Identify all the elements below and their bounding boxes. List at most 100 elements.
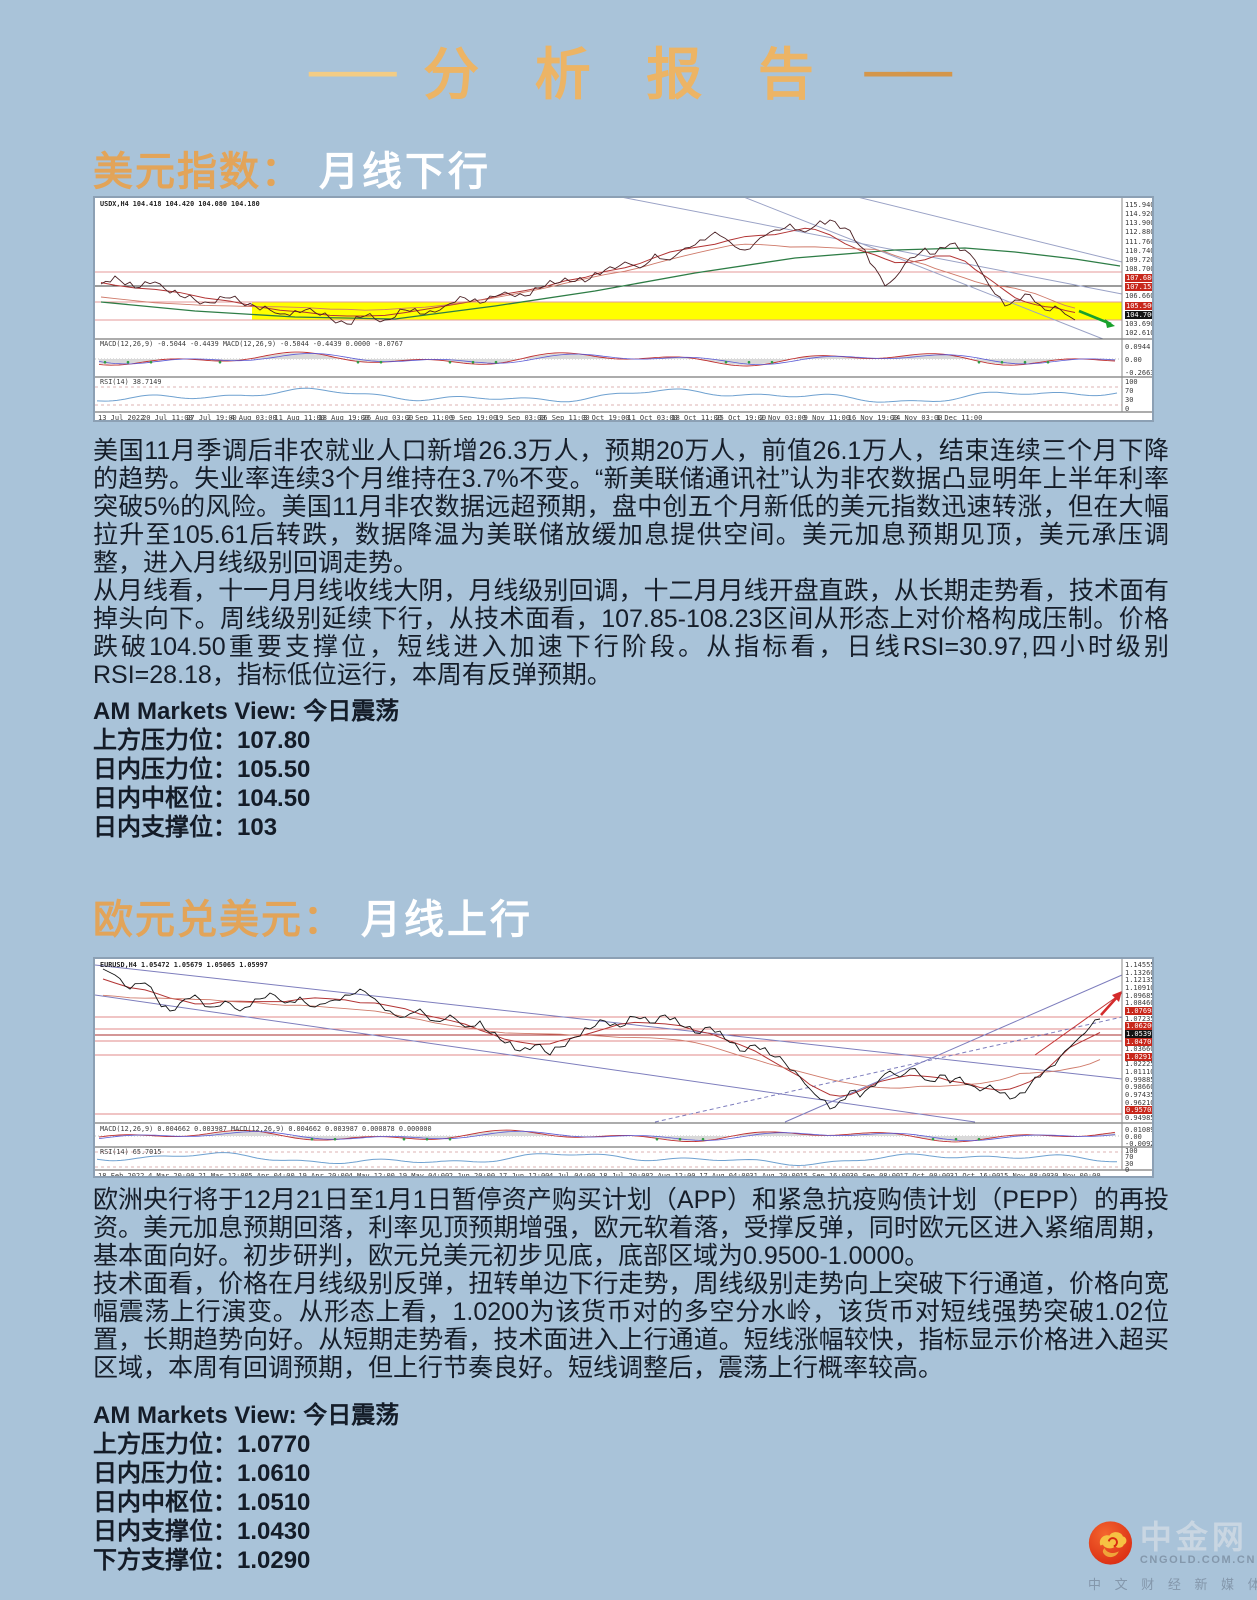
axis-tick-label: 1.04701 [1125, 1037, 1152, 1046]
time-tick-label: 15 Sep 16:00 [799, 1172, 851, 1178]
logo-top-row: 中金网 CNGOLD.COM.CN [1088, 1516, 1256, 1570]
axis-tick-label: 0.98660 [1125, 1083, 1154, 1092]
trend-label: 月线上行 [361, 898, 533, 942]
rsi-indicator-label: RSI(14) 65.7015 [100, 1148, 162, 1156]
time-tick-label: 4 Jul 04:00 [548, 1172, 596, 1178]
time-tick-label: 9 Sep 19:00 [450, 414, 498, 422]
axis-tick-label: 110.740 [1125, 246, 1154, 255]
level-line: 上方压力位：1.0770 [93, 1431, 311, 1458]
axis-tick-label: 1.09685 [1125, 991, 1154, 1000]
time-tick-label: 19 Sep 03:00 [494, 414, 546, 422]
usdx-analysis-text: 美国11月季调后非农就业人口新增26.3万人，预期20万人，前值26.1万人，结… [93, 437, 1169, 689]
time-tick-label: 26 Sep 11:00 [539, 414, 590, 422]
axis-tick-label: 1.07698 [1125, 1006, 1152, 1015]
instrument-name: 欧元兑美元： [93, 898, 345, 942]
axis-tick-label: 70 [1125, 387, 1134, 395]
axis-tick-label: 30 [1125, 396, 1134, 404]
report-title: —— 分 析 报 告 —— [0, 30, 1257, 111]
level-line: 上方压力位：107.80 [93, 727, 311, 754]
axis-tick-label: 30 [1125, 1160, 1134, 1168]
time-tick-label: 4 Mar 20:00 [148, 1172, 195, 1178]
axis-tick-label: 1.02225 [1125, 1060, 1154, 1069]
time-tick-label: 21 Mar 12:00 [198, 1172, 249, 1178]
logo-tagline: 中 文 财 经 新 媒 体 [1088, 1577, 1257, 1592]
time-tick-label: 18 Jul 20:00 [599, 1172, 650, 1178]
time-tick-label: 4 Aug 03:00 [230, 414, 277, 422]
time-tick-label: 31 Oct 16:00 [949, 1172, 1001, 1178]
time-tick-label: 24 Nov 03:00 [891, 414, 943, 422]
time-tick-label: 30 Nov 00:00 [1050, 1172, 1101, 1178]
axis-tick-label: 109.720 [1125, 255, 1154, 264]
time-tick-label: 5 Apr 04:00 [248, 1172, 295, 1178]
axis-tick-label: 0.99885 [1125, 1075, 1154, 1084]
time-tick-label: 18 Aug 19:00 [318, 414, 370, 422]
axis-tick-label: 0.0944 [1125, 343, 1151, 351]
level-line: 日内中枢位：1.0510 [93, 1489, 311, 1516]
axis-tick-label: 115.940 [1125, 201, 1154, 209]
axis-tick-label: 0.95702 [1125, 1106, 1152, 1115]
usdx-markets-view: AM Markets View: 今日震荡 上方压力位：107.80 日内压力位… [93, 697, 399, 842]
axis-tick-label: 111.760 [1125, 237, 1154, 246]
macd-indicator-label: MACD(12,26,9) 0.004662 0.003987 MACD(12,… [100, 1125, 432, 1133]
axis-tick-label: 112.880 [1125, 228, 1154, 237]
time-tick-label: 3 Oct 19:00 [583, 414, 630, 422]
paragraph: 欧洲央行将于12月21日至1月1日暂停资产购买计划（APP）和紧急抗疫购债计划（… [93, 1186, 1169, 1270]
axis-tick-label: 0.96210 [1125, 1098, 1154, 1107]
axis-tick-label: -0.2663 [1125, 369, 1154, 377]
time-tick-label: 17 Jun 12:00 [498, 1172, 550, 1178]
time-tick-label: 25 Oct 19:00 [715, 414, 767, 422]
price-axis: 115.940 114.920 113.900 112.880 111.760 110.7… [1125, 198, 1154, 420]
report-title-text: 分 析 报 告 [423, 43, 834, 106]
trend-label: 月线下行 [319, 150, 491, 194]
logo-domain: CNGOLD.COM.CN [1139, 1553, 1256, 1566]
axis-tick-label: 106.660 [1125, 292, 1154, 301]
time-tick-label: 18 Feb 2022 [98, 1172, 145, 1178]
level-line: 日内中枢位：104.50 [93, 785, 311, 812]
logo-text-column: 中金网 CNGOLD.COM.CN [1140, 1521, 1256, 1566]
axis-tick-label: 105.500 [1125, 301, 1152, 310]
time-tick-label: 15 Nov 08:00 [999, 1172, 1051, 1178]
time-tick-label: 18 Oct 11:00 [671, 414, 722, 422]
time-tick-label: 27 Jul 19:00 [186, 414, 237, 422]
axis-tick-label: 100 [1125, 378, 1138, 386]
axis-tick-label: 1.13260 [1125, 968, 1154, 977]
eurusd-markets-view: AM Markets View: 今日震荡 上方压力位：1.0770 日内压力位… [93, 1401, 399, 1575]
time-tick-label: 11 Aug 11:00 [274, 414, 325, 422]
title-dash-left: —— [308, 44, 397, 97]
title-dash-right: —— [864, 44, 952, 97]
time-tick-label: 16 Nov 19:00 [847, 414, 899, 422]
axis-tick-label: 1.12135 [1125, 976, 1154, 985]
level-line: 日内支撑位：103 [93, 814, 278, 841]
axis-tick-label: 1.01110 [1125, 1068, 1154, 1077]
time-tick-label: 20 Jul 11:00 [142, 414, 193, 422]
axis-tick-label: 1.10910 [1125, 983, 1154, 992]
axis-tick-label: 0.00 [1125, 1133, 1142, 1141]
axis-tick-label: 70 [1125, 1153, 1134, 1161]
paragraph: 技术面看，价格在月线级别反弹，扭转单边下行走势，周线级别走势向上突破下行通道，价… [93, 1270, 1169, 1382]
level-line: 日内压力位：1.0610 [93, 1460, 311, 1487]
time-tick-label: 2 Jun 20:00 [448, 1172, 496, 1178]
axis-tick-label: 108.700 [1125, 265, 1154, 273]
axis-tick-label: 1.06200 [1125, 1022, 1152, 1031]
usdx-h4-chart-image: USDX,H4 104.418 104.420 104.080 104.180 … [93, 196, 1154, 422]
usdx-chart-graphics [95, 198, 1152, 420]
time-tick-label: 9 Nov 11:00 [803, 414, 851, 422]
time-tick-label: 26 Aug 03:00 [362, 414, 414, 422]
time-tick-label: 17 Oct 00:00 [899, 1172, 951, 1178]
level-line: 日内压力位：105.50 [93, 756, 311, 783]
section-heading-usdx: 美元指数： 月线下行 [93, 139, 491, 197]
paragraph: 从月线看，十一月月线收线大阴，月线级别回调，十二月月线开盘直跌，从长期走势看，技… [93, 577, 1169, 689]
axis-tick-label: 102.610 [1125, 329, 1154, 337]
axis-tick-label: 1.03660 [1125, 1045, 1154, 1054]
axis-tick-label: -0.009224 [1125, 1140, 1152, 1148]
view-label: AM Markets View: 今日震荡 [93, 1402, 400, 1429]
axis-tick-label: 0 [1125, 405, 1130, 413]
axis-tick-label: 0.00 [1125, 356, 1142, 364]
axis-tick-label: 0 [1125, 1166, 1130, 1174]
price-axis: 1.14555 1.13260 1.12135 1.10910 1.09685 1.084… [1125, 959, 1154, 1176]
time-tick-label: 2 Nov 03:00 [759, 414, 806, 422]
rsi-indicator-label: RSI(14) 38.7149 [100, 378, 162, 386]
cngold-logo: 中金网 CNGOLD.COM.CN 中 文 财 经 新 媒 体 [1088, 1516, 1257, 1593]
paragraph: 美国11月季调后非农就业人口新增26.3万人，预期20万人，前值26.1万人，结… [93, 437, 1169, 577]
